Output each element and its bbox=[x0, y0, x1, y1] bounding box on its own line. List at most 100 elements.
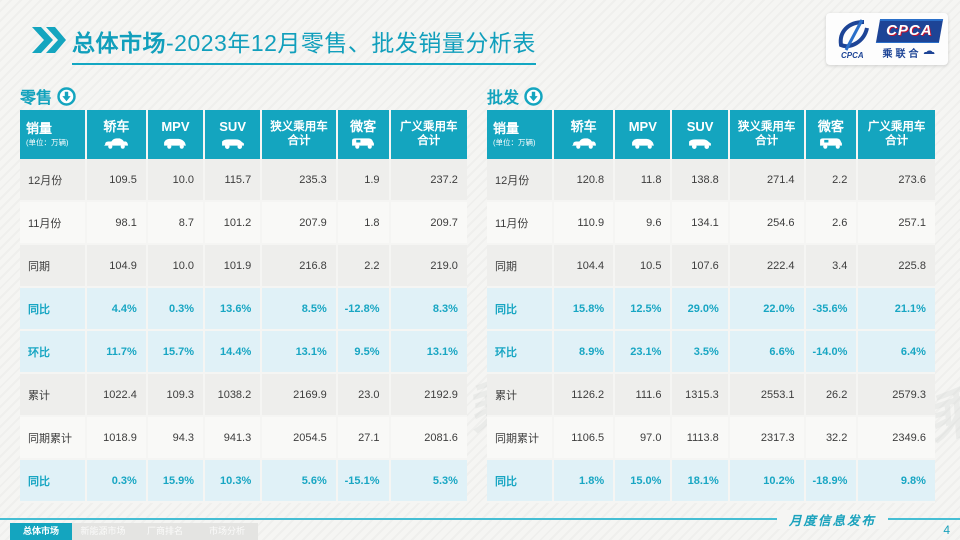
row-label: 累计 bbox=[487, 374, 555, 415]
cpca-plate-label: CPCA bbox=[885, 21, 933, 39]
table-row: 同期累计 1018.9 94.3 941.3 2054.5 27.1 2081.6 bbox=[20, 417, 467, 460]
table-row: 同比 4.4% 0.3% 13.6% 8.5% -12.8% 8.3% bbox=[20, 288, 467, 331]
table-row: 环比 8.9% 23.1% 3.5% 6.6% -14.0% 6.4% bbox=[487, 331, 935, 374]
data-cell: 23.1% bbox=[615, 331, 673, 372]
table-row: 11月份 98.1 8.7 101.2 207.9 1.8 209.7 bbox=[20, 202, 467, 245]
data-cell: 9.5% bbox=[337, 331, 391, 372]
data-cell: 2317.3 bbox=[729, 417, 806, 458]
sedan-car-icon bbox=[104, 138, 129, 150]
double-chevron-icon bbox=[32, 27, 66, 53]
data-cell: 11.7% bbox=[87, 331, 148, 372]
data-cell: 2169.9 bbox=[262, 374, 338, 415]
mpv-car-icon bbox=[631, 139, 654, 150]
data-cell: 1113.8 bbox=[672, 417, 730, 458]
data-cell: 13.1% bbox=[262, 331, 338, 372]
cpca-sub-text: 乘联合 bbox=[882, 48, 922, 60]
row-label: 同比 bbox=[20, 288, 88, 329]
data-cell: 21.1% bbox=[858, 288, 935, 329]
header-cell: 狭义乘用车 合计 bbox=[262, 110, 338, 159]
header-cell-sales: 销量 (单位：万辆) bbox=[20, 110, 88, 159]
suv-car-icon bbox=[689, 139, 712, 150]
table-row: 同期 104.4 10.5 107.6 222.4 3.4 225.8 bbox=[487, 245, 935, 288]
data-cell: 237.2 bbox=[390, 159, 467, 200]
data-cell: 2.2 bbox=[805, 159, 859, 200]
suv-car-icon bbox=[221, 139, 244, 150]
data-cell: 219.0 bbox=[390, 245, 467, 286]
header-cell: 微客 bbox=[337, 110, 391, 159]
header-cell: SUV bbox=[672, 110, 730, 159]
data-cell: 254.6 bbox=[729, 202, 806, 243]
data-cell: 1038.2 bbox=[205, 374, 263, 415]
circle-down-arrow-icon bbox=[524, 86, 543, 106]
data-cell: 10.2% bbox=[729, 460, 806, 501]
row-label: 同比 bbox=[20, 460, 88, 501]
data-cell: 13.1% bbox=[390, 331, 467, 372]
header-cell: 狭义乘用车 合计 bbox=[729, 110, 806, 159]
table-header-row: 销量 (单位：万辆) 轿车 MPV SUV 狭义乘用车 合计 微客 广义乘用车 合计 bbox=[487, 110, 935, 159]
data-cell: 15.0% bbox=[615, 460, 673, 501]
row-label: 12月份 bbox=[487, 159, 555, 200]
page-title: 总体市场-2023年12月零售、批发销量分析表 bbox=[72, 24, 536, 58]
data-cell: 104.9 bbox=[87, 245, 148, 286]
data-cell: 94.3 bbox=[147, 417, 206, 458]
cpca-plate: CPCA bbox=[875, 18, 943, 43]
data-cell: 5.6% bbox=[262, 460, 338, 501]
data-cell: 109.5 bbox=[87, 159, 148, 200]
page-title-prefix: 总体市场 bbox=[72, 30, 166, 56]
header-cell: 广义乘用车 合计 bbox=[858, 110, 935, 159]
footer-tab-厂商排名[interactable]: 厂商排名 bbox=[134, 523, 196, 540]
header-cell: MPV bbox=[147, 110, 206, 159]
section-label: 批发 bbox=[487, 90, 520, 107]
data-cell: 0.3% bbox=[87, 460, 148, 501]
data-cell: 138.8 bbox=[672, 159, 730, 200]
footer-tab-市场分析[interactable]: 市场分析 bbox=[196, 523, 258, 540]
data-cell: -15.1% bbox=[337, 460, 391, 501]
data-cell: 6.4% bbox=[858, 331, 935, 372]
table-row: 12月份 120.8 11.8 138.8 271.4 2.2 273.6 bbox=[487, 159, 935, 202]
data-cell: 22.0% bbox=[729, 288, 806, 329]
table-row: 同比 15.8% 12.5% 29.0% 22.0% -35.6% 21.1% bbox=[487, 288, 935, 331]
header-cell: MPV bbox=[615, 110, 673, 159]
data-cell: 2579.3 bbox=[858, 374, 935, 415]
data-cell: 10.3% bbox=[205, 460, 263, 501]
footer-tab-bar: 总体市场 新能源市场 厂商排名 市场分析 bbox=[10, 523, 258, 540]
data-cell: 222.4 bbox=[729, 245, 806, 286]
data-cell: 216.8 bbox=[262, 245, 338, 286]
row-label: 同期 bbox=[487, 245, 555, 286]
publication-label: 月度信息发布 bbox=[776, 510, 888, 529]
footer-tab-新能源市场[interactable]: 新能源市场 bbox=[72, 523, 134, 540]
footer-tab-总体市场[interactable]: 总体市场 bbox=[10, 523, 72, 540]
header-cell-sales: 销量 (单位：万辆) bbox=[487, 110, 555, 159]
data-cell: 32.2 bbox=[805, 417, 859, 458]
retail-table-panel: 零售 销量 (单位：万辆) 轿车 MPV SUV 狭义乘用车 合计 微客 广义乘用车 合计 12月份 1… bbox=[20, 84, 467, 503]
data-cell: 18.1% bbox=[672, 460, 730, 501]
data-cell: -12.8% bbox=[337, 288, 391, 329]
data-cell: 10.0 bbox=[147, 245, 206, 286]
wholesale-table-panel: 批发 销量 (单位：万辆) 轿车 MPV SUV 狭义乘用车 合计 微客 广义乘用车 合计 12月份 1… bbox=[487, 84, 935, 503]
row-label: 11月份 bbox=[487, 202, 555, 243]
data-cell: 10.5 bbox=[615, 245, 673, 286]
footer-divider-line bbox=[0, 518, 960, 520]
data-cell: 115.7 bbox=[205, 159, 263, 200]
data-cell: 14.4% bbox=[205, 331, 263, 372]
table-row: 同期累计 1106.5 97.0 1113.8 2317.3 32.2 2349.6 bbox=[487, 417, 935, 460]
cpca-logo-text: CPCA 乘联合 bbox=[875, 18, 943, 60]
data-cell: 2.2 bbox=[337, 245, 391, 286]
data-cell: 4.4% bbox=[87, 288, 148, 329]
row-label: 同期 bbox=[20, 245, 88, 286]
row-label: 环比 bbox=[487, 331, 555, 372]
mpv-car-icon bbox=[164, 139, 187, 150]
circle-down-arrow-icon bbox=[57, 86, 76, 106]
data-cell: 109.3 bbox=[147, 374, 206, 415]
data-cell: 101.9 bbox=[205, 245, 263, 286]
table-row: 11月份 110.9 9.6 134.1 254.6 2.6 257.1 bbox=[487, 202, 935, 245]
page-title-rest: -2023年12月零售、批发销量分析表 bbox=[166, 30, 536, 56]
table-header-row: 销量 (单位：万辆) 轿车 MPV SUV 狭义乘用车 合计 微客 广义乘用车 合计 bbox=[20, 110, 467, 159]
data-cell: 5.3% bbox=[390, 460, 467, 501]
data-cell: 12.5% bbox=[615, 288, 673, 329]
row-label: 12月份 bbox=[20, 159, 88, 200]
data-cell: 101.2 bbox=[205, 202, 263, 243]
page-number: 4 bbox=[943, 523, 950, 537]
row-label: 同期累计 bbox=[487, 417, 555, 458]
